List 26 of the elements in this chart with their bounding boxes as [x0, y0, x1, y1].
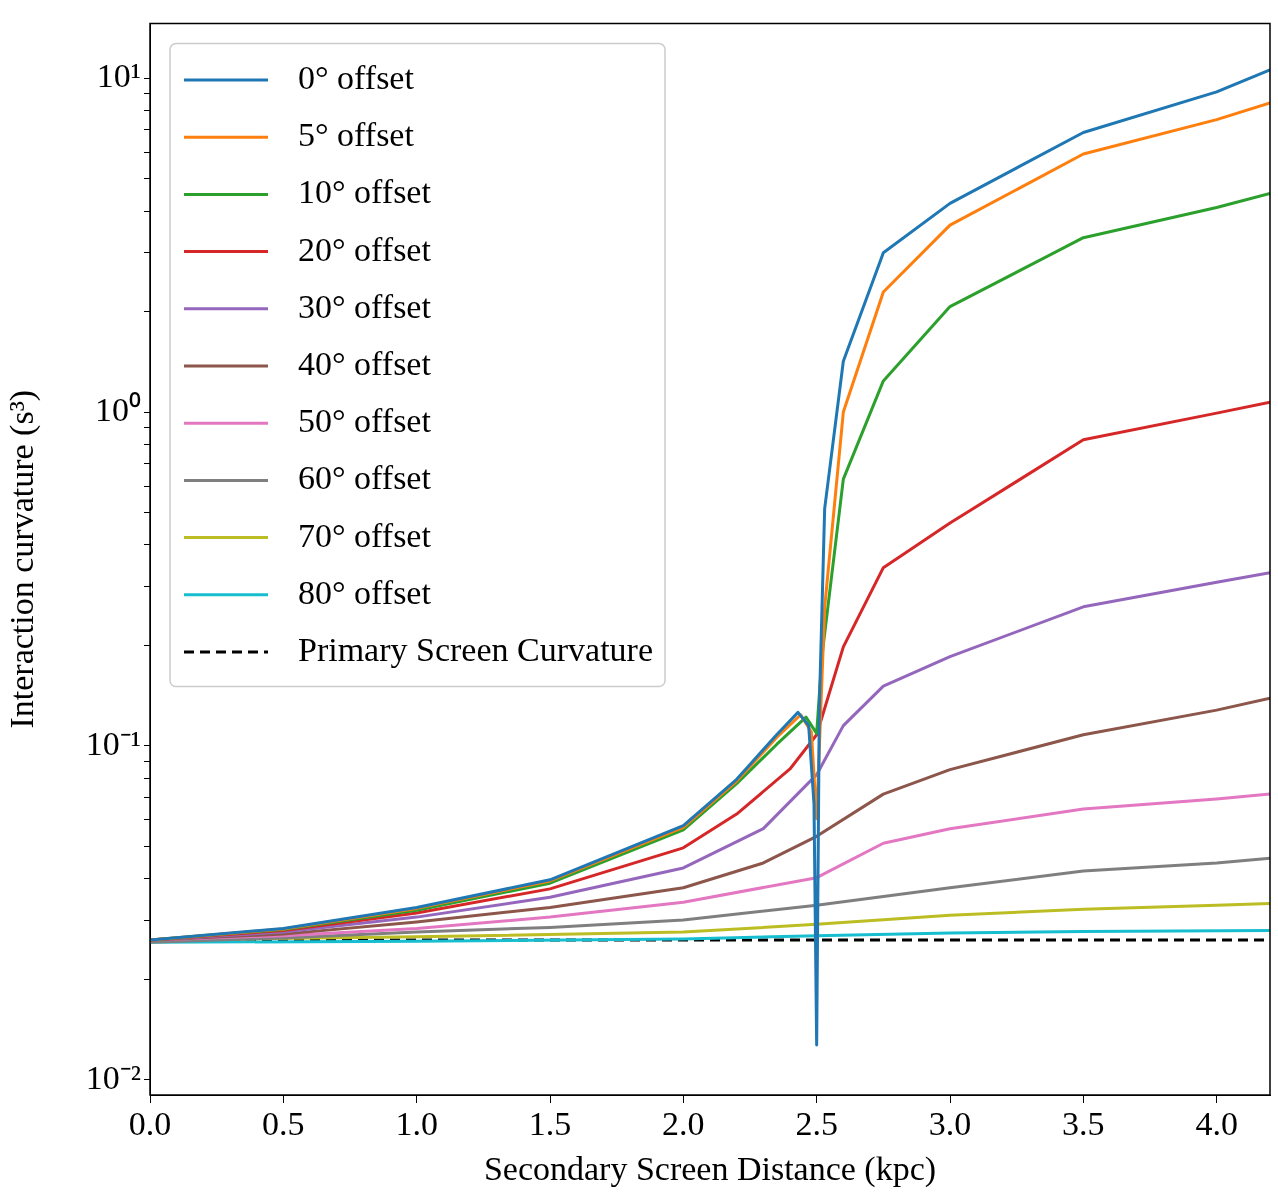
x-tick-label: 4.0 [1195, 1105, 1238, 1143]
y-tick-label: 10⁻² [85, 1058, 141, 1096]
legend-label: 50° offset [298, 402, 432, 440]
x-tick-label: 0.5 [262, 1105, 305, 1143]
legend-label: 70° offset [298, 516, 432, 554]
x-axis-title: Secondary Screen Distance (kpc) [483, 1149, 937, 1188]
x-tick-label: 2.5 [795, 1105, 838, 1143]
legend-label: 0° offset [298, 58, 415, 96]
x-tick-label: 2.0 [662, 1105, 705, 1143]
legend-label: 10° offset [298, 173, 432, 211]
y-tick-label: 10⁻¹ [85, 724, 141, 762]
x-tick-label: 3.5 [1062, 1105, 1105, 1143]
legend-label: 40° offset [298, 344, 432, 382]
y-tick-label: 10¹ [96, 57, 141, 95]
x-tick-label: 0.0 [128, 1105, 172, 1143]
legend-label: 60° offset [298, 459, 432, 497]
x-tick-label: 1.0 [395, 1105, 438, 1143]
legend-label: Primary Screen Curvature [298, 630, 653, 668]
legend-label: 80° offset [298, 573, 432, 611]
x-tick-label: 1.5 [528, 1105, 572, 1143]
legend-label: 20° offset [298, 230, 432, 268]
legend-label: 30° offset [298, 287, 432, 325]
y-tick-label: 10⁰ [95, 391, 141, 429]
legend-label: 5° offset [298, 116, 415, 154]
y-axis-title: Interaction curvature (s³) [3, 389, 42, 729]
x-tick-label: 3.0 [928, 1105, 972, 1143]
